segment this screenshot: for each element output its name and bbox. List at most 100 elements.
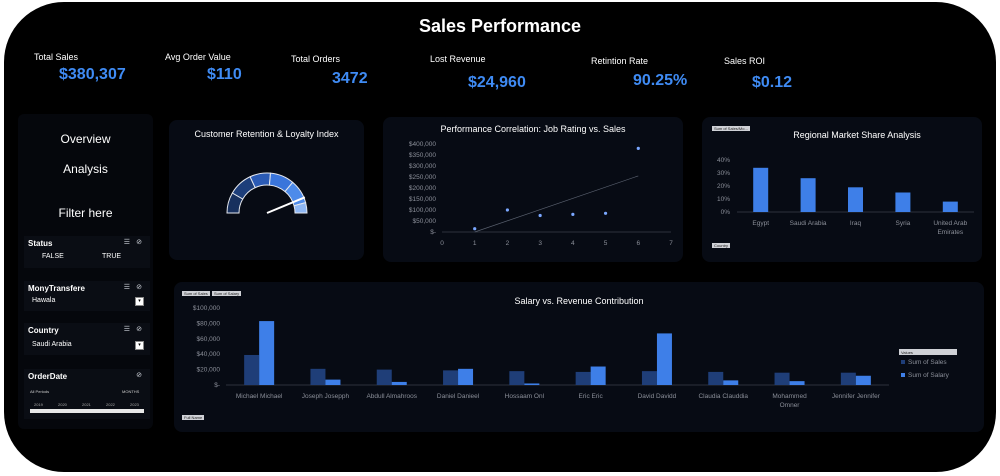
sidebar-item-overview[interactable]: Overview — [60, 132, 111, 146]
country-selected-value[interactable]: Saudi Arabia — [32, 341, 72, 348]
legend-label: Sum of Sales — [908, 359, 947, 366]
y-tick-label: $20,000 — [197, 367, 221, 374]
salary-field-button[interactable]: Sum of Salary — [212, 291, 242, 296]
regional-title: Regional Market Share Analysis — [793, 130, 921, 140]
scatter-point — [603, 211, 608, 215]
bar — [524, 383, 540, 385]
bar — [325, 379, 341, 385]
clear-filter-icon[interactable]: ⊘ — [136, 284, 142, 291]
y-tick-label: $40,000 — [197, 351, 221, 358]
y-tick-label: 0% — [721, 209, 731, 216]
gauge-panel: Customer Retention & Loyalty Index — [169, 120, 364, 260]
kpi-lost-revenue-value: $24,960 — [468, 74, 526, 91]
x-tick-label: 3 — [538, 240, 542, 247]
salary-panel: Sum of Sales Sum of Salary Salary vs. Re… — [174, 282, 984, 432]
x-tick-label: Hossaam Onl — [505, 393, 545, 400]
bar — [376, 369, 392, 385]
bar — [509, 371, 525, 385]
orderdate-title: OrderDate — [28, 372, 68, 381]
y-tick-label: 40% — [717, 157, 730, 164]
legend-swatch — [901, 360, 905, 364]
status-option-false[interactable]: FALSE — [42, 253, 64, 260]
money-slicer-title: MonyTransfere — [28, 284, 85, 293]
timeline-year: 2023 — [130, 402, 139, 407]
x-tick-label: Eric Eric — [579, 393, 604, 400]
country-field-button[interactable]: Country — [712, 243, 731, 248]
status-option-true[interactable]: TRUE — [102, 253, 122, 260]
scatter-point — [636, 146, 640, 150]
timeline-year: 2022 — [106, 402, 115, 407]
y-tick-label: $100,000 — [193, 305, 220, 312]
bar — [391, 381, 407, 385]
bar — [244, 354, 260, 385]
y-tick-label: $150,000 — [409, 196, 436, 203]
timeline-bar[interactable] — [30, 409, 144, 413]
kpi-avg-order-value: $110 — [207, 66, 242, 83]
multiselect-icon[interactable]: ☰ — [123, 326, 130, 333]
trendline — [474, 175, 639, 233]
bar — [443, 370, 459, 385]
page-title: Sales Performance — [418, 16, 582, 36]
chevron-down-icon[interactable]: ▾ — [135, 341, 144, 350]
bar — [590, 366, 606, 385]
y-tick-label: $80,000 — [197, 320, 221, 327]
multiselect-icon[interactable]: ☰ — [123, 239, 130, 246]
country-slicer-title: Country — [28, 326, 59, 335]
country-slicer: Country ☰ ⊘ Saudi Arabia ▾ — [24, 323, 150, 355]
scatter-panel: Performance Correlation: Job Rating vs. … — [383, 117, 683, 262]
scatter-point — [473, 227, 477, 231]
x-tick-label: 4 — [571, 240, 575, 247]
bar — [575, 371, 591, 385]
sales-field-button[interactable]: Sum of Sales — [182, 291, 210, 296]
y-tick-label: $200,000 — [409, 185, 436, 192]
dashboard-frame: Sales Performance Total Sales $380,307 A… — [4, 2, 996, 472]
x-tick-label: Omner — [780, 402, 801, 409]
y-tick-label: $400,000 — [409, 141, 436, 148]
kpi-sales-roi-label: Sales ROI — [724, 56, 766, 66]
clear-filter-icon[interactable]: ⊘ — [136, 239, 142, 246]
kpi-lost-revenue-label: Lost Revenue — [430, 54, 486, 64]
bar — [458, 368, 474, 385]
kpi-retention-value: 90.25% — [633, 72, 688, 89]
x-tick-label: Mohammed — [772, 393, 807, 400]
kpi-total-sales-value: $380,307 — [59, 66, 126, 83]
kpi-total-sales-label: Total Sales — [34, 52, 79, 62]
filter-heading: Filter here — [58, 206, 113, 220]
y-tick-label: $250,000 — [409, 174, 436, 181]
kpi-avg-order-label: Avg Order Value — [165, 52, 231, 62]
sidebar-item-analysis[interactable]: Analysis — [63, 162, 108, 176]
bar — [641, 371, 657, 385]
clear-filter-icon[interactable]: ⊘ — [136, 326, 142, 333]
orderdate-timeline: OrderDate ⊘ All Periods MONTHS 2019 2020… — [24, 369, 150, 419]
timeline-year: 2020 — [58, 402, 67, 407]
multiselect-icon[interactable]: ☰ — [123, 284, 130, 291]
bar — [895, 192, 911, 212]
y-tick-label: 20% — [717, 183, 730, 190]
salary-title: Salary vs. Revenue Contribution — [514, 296, 644, 306]
bar — [942, 201, 958, 212]
chevron-down-icon[interactable]: ▾ — [135, 297, 144, 306]
x-tick-label: 1 — [473, 240, 477, 247]
kpi-total-orders-value: 3472 — [332, 70, 368, 87]
bar — [708, 371, 724, 385]
x-tick-label: 0 — [440, 240, 444, 247]
y-tick-label: $- — [214, 382, 220, 389]
x-tick-label: 2 — [506, 240, 510, 247]
x-tick-label: United Arab — [933, 220, 967, 227]
salary-chart: $- $20,000 $40,000 $60,000 $80,000 $100,000 Mi… — [193, 305, 957, 409]
money-selected-value[interactable]: Hawala — [32, 297, 56, 304]
fullname-field-button[interactable]: Full Name — [182, 415, 205, 420]
y-tick-label: $60,000 — [197, 336, 221, 343]
y-tick-label: $- — [430, 229, 436, 236]
bar — [656, 333, 672, 385]
gauge-title: Customer Retention & Loyalty Index — [194, 129, 339, 139]
kpi-retention-label: Retintion Rate — [591, 56, 649, 66]
x-tick-label: Joseph Josepph — [302, 393, 350, 400]
clear-filter-icon[interactable]: ⊘ — [136, 372, 142, 379]
x-tick-label: David Davidd — [638, 393, 677, 400]
regional-chart: 0% 10% 20% 30% 40% Egypt Saudi Arabia Iraq Syria… — [717, 157, 974, 236]
x-tick-label: Iraq — [850, 220, 862, 227]
timeline-unit[interactable]: MONTHS — [122, 389, 140, 394]
x-tick-label: Jennifer Jennifer — [832, 393, 881, 400]
filter-field-button[interactable]: Sum of Sales/Mo... — [712, 126, 750, 131]
